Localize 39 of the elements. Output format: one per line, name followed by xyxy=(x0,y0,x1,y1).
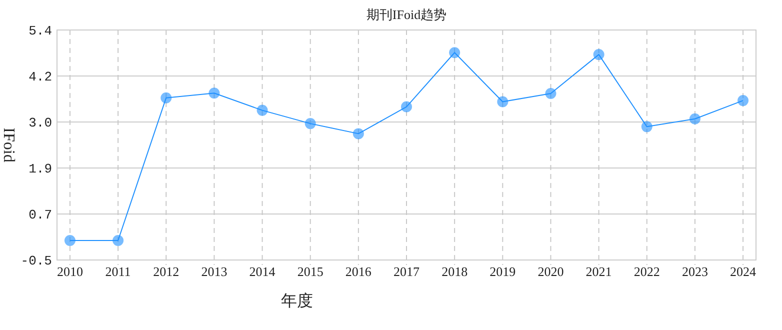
y-tick-label: -0.5 xyxy=(20,254,52,269)
x-tick-label: 2023 xyxy=(682,264,708,279)
chart-title: 期刊IFoid趋势 xyxy=(366,7,447,22)
x-tick-label: 2019 xyxy=(490,264,516,279)
y-axis-title: IFoid xyxy=(0,128,17,162)
point xyxy=(352,128,364,140)
x-tick-label: 2020 xyxy=(538,264,564,279)
x-tick-label: 2015 xyxy=(297,264,324,279)
point xyxy=(112,235,124,246)
x-tick-label: 2010 xyxy=(56,264,83,279)
x-tick-label: 2016 xyxy=(345,264,372,279)
y-tick-label: 5.4 xyxy=(28,24,52,39)
point xyxy=(449,47,460,58)
point xyxy=(160,92,172,104)
x-tick-label: 2024 xyxy=(730,264,757,279)
x-tick-label: 2014 xyxy=(249,264,276,279)
x-tick-label: 2021 xyxy=(586,264,612,279)
x-tick-label: 2017 xyxy=(394,264,420,279)
point xyxy=(401,101,412,112)
x-tick-label: 2022 xyxy=(634,264,660,279)
x-axis-title: 年度 xyxy=(281,292,313,310)
y-tick-label: 4.2 xyxy=(28,70,52,85)
x-tick-label: 2013 xyxy=(201,264,228,279)
x-tick-label: 2011 xyxy=(105,264,131,279)
point xyxy=(64,235,76,246)
y-tick-label: 3.0 xyxy=(28,116,52,131)
point xyxy=(304,118,316,130)
x-tick-label: 2012 xyxy=(153,264,180,279)
point xyxy=(593,49,604,60)
point xyxy=(208,88,220,99)
point xyxy=(689,113,700,124)
point xyxy=(738,95,749,106)
point xyxy=(641,121,652,132)
point xyxy=(497,96,508,108)
point xyxy=(545,88,556,100)
point xyxy=(256,104,268,116)
y-tick-label: 0.7 xyxy=(28,208,52,223)
y-tick-label: 1.9 xyxy=(28,162,52,177)
x-tick-label: 2018 xyxy=(442,264,468,279)
